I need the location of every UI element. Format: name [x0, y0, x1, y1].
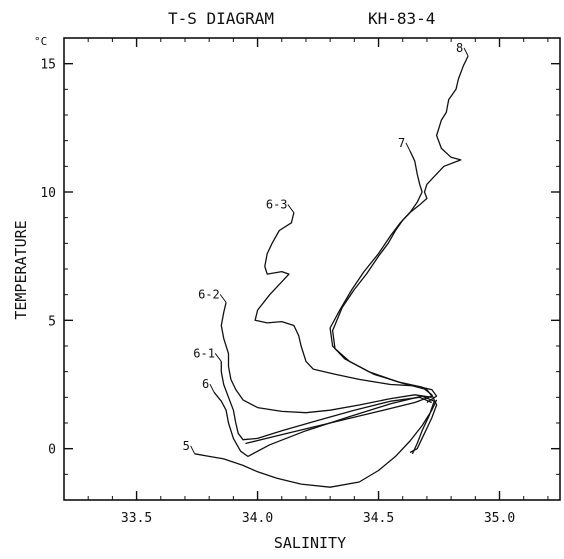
x-tick-label: 35.0 — [484, 511, 515, 526]
y-tick-label: 5 — [48, 314, 56, 329]
series-label-leader — [219, 294, 227, 303]
series-label-7: 7 — [398, 136, 405, 150]
series-label-6-2: 6-2 — [198, 287, 220, 301]
x-tick-label: 34.0 — [242, 511, 273, 526]
series-label-6-1: 6-1 — [193, 346, 215, 360]
x-tick-label: 34.5 — [363, 511, 394, 526]
series-line-6-3 — [254, 212, 438, 404]
y-tick-label: 15 — [40, 58, 56, 73]
series-label-leader — [214, 353, 222, 362]
chart-title: T-S DIAGRAM — [168, 9, 274, 28]
series-group: 8 7 6-3 6-2 6-1 6 5 — [183, 41, 469, 488]
cruise-id: KH-83-4 — [368, 9, 435, 28]
series-line-8 — [245, 55, 469, 445]
series-line-6-2 — [220, 302, 432, 414]
y-tick-label: 0 — [48, 443, 56, 458]
series-label-leader — [463, 47, 469, 57]
series-label-leader — [287, 204, 295, 213]
y-axis-label: TEMPERATURE — [12, 220, 30, 319]
series-label-leader — [405, 142, 411, 152]
series-label-leader — [209, 383, 215, 393]
y-tick-label: 10 — [40, 186, 56, 201]
series-line-6-1 — [220, 361, 433, 441]
series-line-5 — [194, 399, 438, 488]
series-label-5: 5 — [183, 439, 190, 453]
axis-ticks: 33.5 34.0 34.5 35.0 0 5 10 15 — [40, 38, 560, 526]
x-tick-label: 33.5 — [121, 511, 152, 526]
series-line-7 — [329, 150, 438, 454]
series-label-6: 6 — [202, 377, 209, 391]
plot-frame — [63, 37, 561, 501]
series-label-6-3: 6-3 — [266, 198, 288, 212]
series-label-leader — [190, 445, 196, 455]
x-axis-label: SALINITY — [274, 534, 346, 552]
y-axis-unit: °C — [34, 35, 47, 48]
series-label-8: 8 — [456, 41, 463, 55]
series-line-6 — [213, 391, 435, 458]
